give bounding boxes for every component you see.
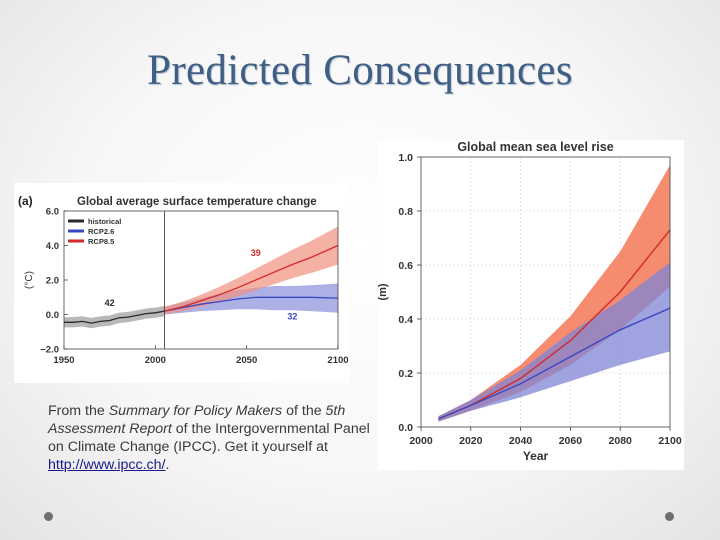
chart-title: Global average surface temperature chang… <box>77 196 317 208</box>
series-line-rcp26 <box>164 296 339 312</box>
legend-label-rcp26: RCP2.6 <box>88 227 114 236</box>
band-rcp26 <box>438 262 670 422</box>
sea-level-chart-figure: Global mean sea level rise 0.0 0.2 0.4 0.6 0.… <box>377 140 684 470</box>
y-tick-label: 1.0 <box>398 152 413 164</box>
series-line-rcp85 <box>164 244 339 312</box>
legend-label-rcp85: RCP8.5 <box>88 237 114 246</box>
slide-title: Predicted Consequences <box>147 47 573 94</box>
panel-label: (a) <box>18 194 33 208</box>
y-axis-label: (°C) <box>24 271 35 289</box>
band-rcp26 <box>164 283 338 315</box>
chart-title: Global mean sea level rise <box>457 140 613 154</box>
model-count-annotation: 39 <box>251 248 261 258</box>
y-tick-label: 0.0 <box>398 422 413 434</box>
x-tick-label: 2000 <box>409 435 433 447</box>
temperature-chart-figure: (a) Global average surface temperature ch… <box>14 183 349 383</box>
x-tick-label: 2000 <box>145 355 166 366</box>
x-tick-label: 1950 <box>53 355 74 366</box>
legend-label-historical: historical <box>88 217 121 226</box>
y-tick-label: 0.2 <box>398 368 413 380</box>
bullet-dot-left <box>44 512 53 521</box>
caption-text-2: of the <box>282 403 326 419</box>
y-tick-label: 0.8 <box>398 206 413 218</box>
series-line-historical <box>64 310 165 324</box>
y-tick-label: −2.0 <box>40 345 59 356</box>
figure-caption: From the Summary for Policy Makers of th… <box>48 402 378 474</box>
caption-italic-1: Summary for Policy Makers <box>108 403 283 419</box>
x-tick-label: 2020 <box>459 435 483 447</box>
x-tick-label: 2100 <box>327 355 348 366</box>
x-tick-label: 2080 <box>609 435 633 447</box>
band-rcp85 <box>164 226 338 315</box>
y-tick-label: 0.0 <box>46 310 59 321</box>
x-axis-label: Year <box>523 449 549 463</box>
series-line-rcp26 <box>438 307 671 420</box>
x-tick-label: 2050 <box>236 355 257 366</box>
sea-level-chart: Global mean sea level rise 0.0 0.2 0.4 0.6 0.… <box>377 140 682 463</box>
x-tick-label: 2040 <box>509 435 533 447</box>
y-tick-label: 6.0 <box>46 207 59 218</box>
model-count-annotation: 32 <box>287 312 297 322</box>
plot-frame <box>420 156 671 428</box>
caption-italic-2: 5th Assessment Report <box>48 403 346 437</box>
band-historical <box>64 305 165 329</box>
bullet-dot-right <box>665 512 674 521</box>
temperature-chart: (a) Global average surface temperature ch… <box>18 194 349 366</box>
x-tick-label: 2100 <box>658 435 682 447</box>
y-tick-label: 0.6 <box>398 260 413 272</box>
caption-text-1: From the <box>48 403 109 419</box>
model-count-annotation: 42 <box>105 298 115 308</box>
y-tick-label: 2.0 <box>46 276 59 287</box>
caption-text-4: . <box>165 457 170 473</box>
y-tick-label: 4.0 <box>46 241 59 252</box>
caption-text-3: of the Intergovernmental Panel on Climat… <box>48 421 370 455</box>
y-axis-label: (m) <box>378 283 389 300</box>
ipcc-link[interactable]: http://www.ipcc.ch/ <box>48 457 166 473</box>
x-tick-label: 2060 <box>559 435 583 447</box>
y-tick-label: 0.4 <box>398 314 413 326</box>
